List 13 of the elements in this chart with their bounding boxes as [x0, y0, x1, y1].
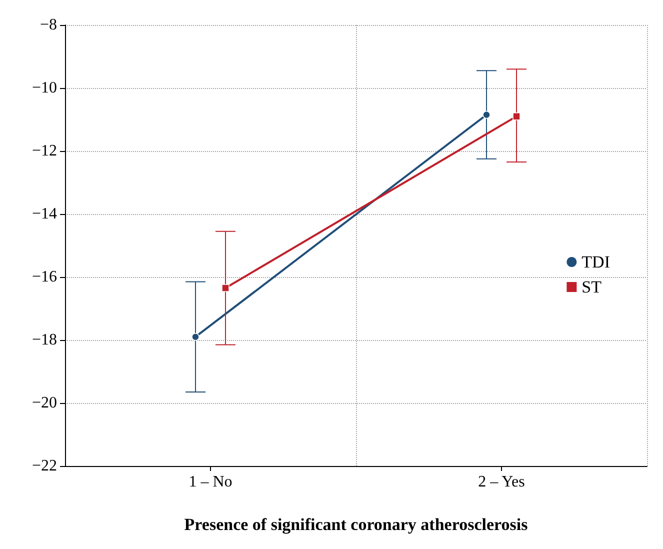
y-tick-label: −22: [32, 458, 57, 474]
y-tick-label: −20: [32, 394, 57, 412]
y-tick-label: −12: [32, 142, 57, 160]
y-tick-label: −18: [32, 332, 57, 348]
y-tick-label: −16: [32, 268, 57, 286]
x-tick-label: 1 – No: [188, 474, 232, 490]
y-tick-label: −14: [32, 206, 57, 222]
legend-label: TDI: [582, 252, 610, 272]
x-axis-title: Presence of significant coronary atherosclerosis: [184, 515, 528, 534]
legend-label: ST: [582, 278, 602, 296]
y-tick-label: −8: [40, 16, 57, 34]
y-tick-label: −10: [32, 80, 57, 96]
x-tick-label: 2 – Yes: [478, 474, 525, 490]
